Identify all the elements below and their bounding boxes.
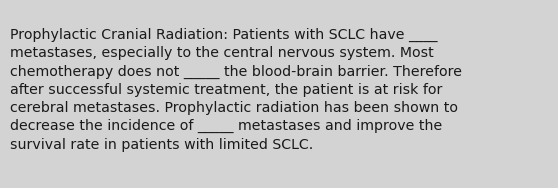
Text: Prophylactic Cranial Radiation: Patients with SCLC have ____
metastases, especia: Prophylactic Cranial Radiation: Patients…	[10, 28, 462, 152]
